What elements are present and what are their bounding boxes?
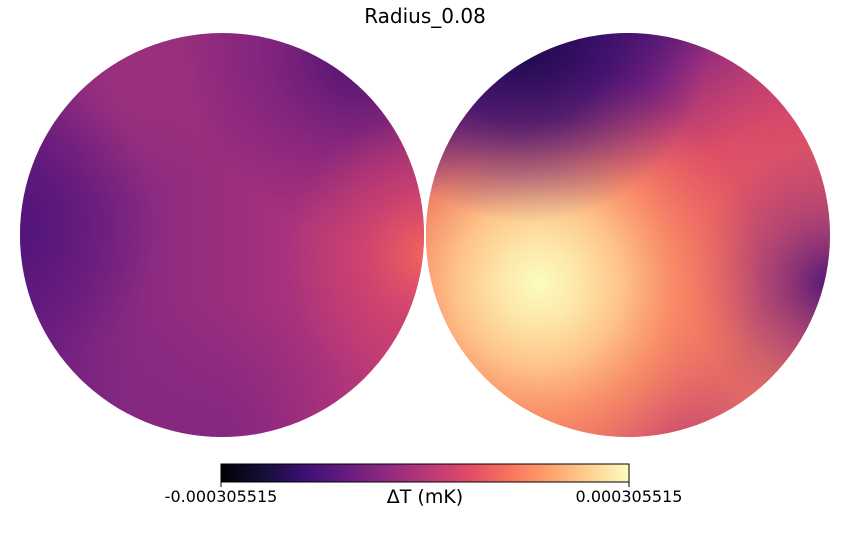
left-hemisphere (20, 33, 424, 437)
colorbar-gradient (220, 463, 630, 483)
right-hemisphere (426, 33, 830, 437)
colorbar-axis-label: ΔT (mK) (386, 486, 464, 508)
chart-title: Radius_0.08 (364, 4, 486, 28)
colorbar-min-label: -0.000305515 (164, 487, 278, 506)
colorbar (220, 463, 630, 487)
colorbar-max-label: 0.000305515 (575, 487, 683, 506)
